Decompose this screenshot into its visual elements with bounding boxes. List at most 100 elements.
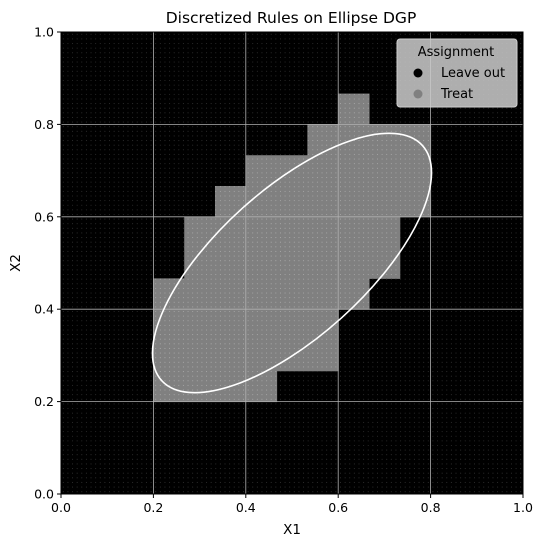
grid-point [122,366,124,368]
grid-point [127,107,129,109]
grid-point [145,329,148,331]
grid-point [284,79,286,82]
grid-point [72,246,74,248]
grid-point [261,75,263,77]
grid-point [201,84,203,86]
grid-point [275,407,277,410]
grid-point [104,209,106,211]
grid-point [90,412,92,414]
grid-point [141,107,143,109]
grid-point [256,357,258,359]
grid-point [182,144,184,146]
grid-point [210,153,212,155]
grid-point [219,320,221,322]
grid-point [104,278,106,280]
grid-point [261,200,263,202]
grid-point [81,458,83,460]
grid-point [90,347,92,350]
grid-point [164,232,166,234]
grid-point [219,310,221,313]
grid-point [108,246,111,248]
grid-point [104,394,106,396]
grid-point [62,246,64,248]
grid-point [215,172,217,174]
grid-point [95,310,97,313]
grid-point [122,200,124,202]
grid-point [104,250,106,252]
grid-point [104,130,106,132]
grid-point [261,163,263,165]
grid-point [141,274,143,276]
grid-point [81,149,83,151]
grid-point [141,458,143,460]
grid-point [169,274,171,276]
grid-point [99,172,101,174]
grid-point [205,176,208,179]
grid-point [229,126,231,128]
grid-point [178,329,180,331]
grid-point [224,93,226,95]
grid-point [99,491,101,493]
grid-point [104,126,106,128]
grid-point [72,287,74,289]
grid-point [62,292,64,294]
grid-point [76,338,78,340]
grid-point [141,310,143,313]
grid-point [279,454,282,456]
grid-point [233,158,235,160]
grid-point [210,431,212,433]
grid-point [145,144,148,146]
grid-point [219,417,221,419]
grid-point [145,167,148,169]
grid-point [252,444,254,447]
grid-point [201,167,203,169]
grid-point [145,334,148,336]
grid-point [99,477,101,479]
grid-point [261,218,263,220]
grid-point [104,149,106,151]
grid-point [224,334,226,336]
grid-point [155,153,157,155]
grid-point [238,232,240,234]
grid-point [164,486,166,488]
grid-point [229,186,231,188]
grid-point [261,292,263,294]
grid-point [173,107,175,109]
grid-point [178,56,180,58]
grid-point [233,200,235,202]
grid-point [219,93,221,95]
grid-point [164,66,166,68]
grid-point [252,394,254,396]
grid-point [275,338,277,340]
grid-point [201,38,203,40]
grid-point [178,297,180,299]
grid-point [155,394,157,396]
grid-point [182,204,184,206]
grid-point [127,172,129,174]
grid-point [72,458,74,460]
grid-point [192,297,194,299]
grid-point [159,421,161,423]
grid-point [104,56,106,58]
grid-point [108,56,111,58]
grid-point [247,213,249,216]
grid-point [173,338,175,340]
grid-point [104,84,106,86]
grid-point [242,435,245,437]
grid-point [192,195,194,197]
grid-point [118,33,120,35]
grid-point [150,89,152,91]
grid-point [118,255,120,257]
grid-point [205,334,208,336]
grid-point [192,130,194,132]
grid-point [62,472,64,474]
grid-point [284,98,286,100]
grid-point [122,468,124,470]
grid-point [159,167,161,169]
grid-point [141,431,143,433]
grid-point [85,486,87,488]
grid-point [266,477,268,479]
grid-point [150,93,152,95]
grid-point [229,407,231,410]
grid-point [261,246,263,248]
